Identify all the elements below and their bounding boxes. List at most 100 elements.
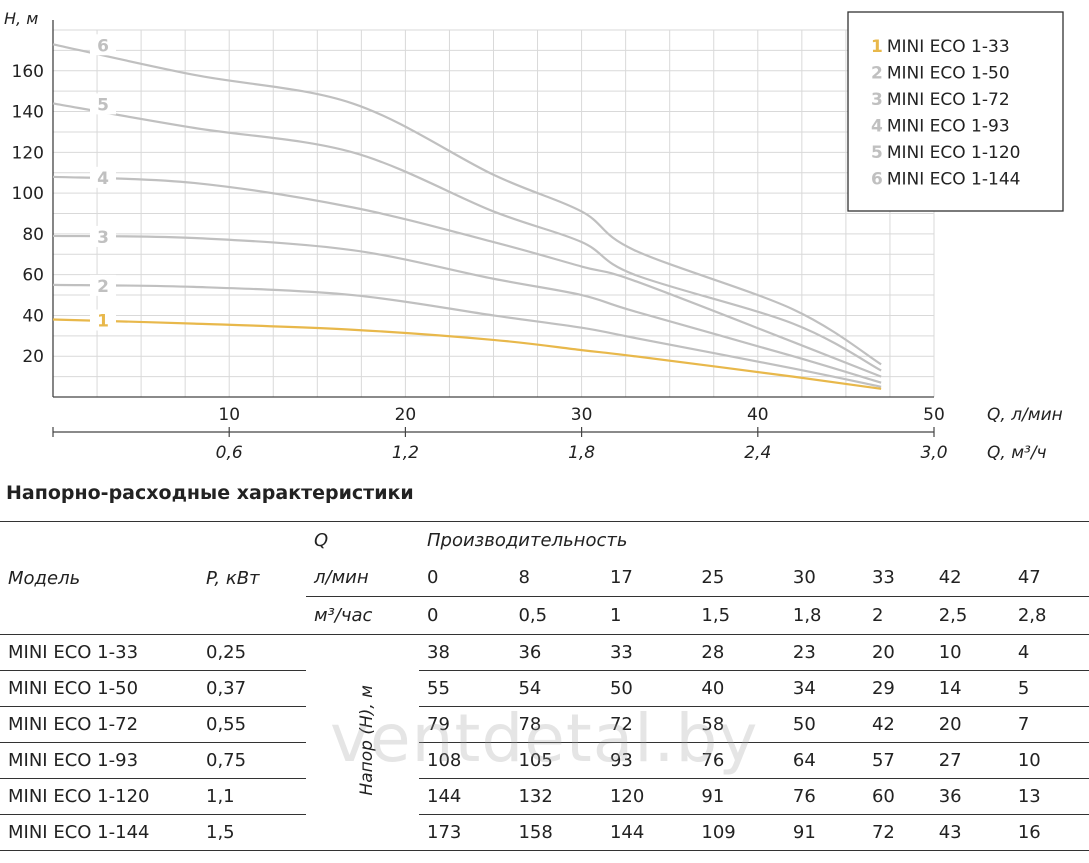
legend-number: 3 bbox=[871, 90, 883, 110]
head-cell: 108 bbox=[419, 742, 511, 779]
head-cell: 64 bbox=[784, 742, 864, 779]
col-power-header: P, кВт bbox=[198, 521, 306, 635]
x-axis-label-m3h: Q, м³/ч bbox=[987, 443, 1047, 463]
series-line-2 bbox=[52, 283, 882, 388]
series-number-bg bbox=[90, 166, 116, 188]
legend-box bbox=[847, 11, 1064, 212]
head-cell: 20 bbox=[863, 634, 931, 671]
head-cell: 144 bbox=[601, 814, 694, 851]
y-tick-label: 60 bbox=[22, 266, 44, 286]
flow-lmin-cell: 47 bbox=[1017, 567, 1041, 588]
y-tick-label: 40 bbox=[22, 306, 44, 326]
head-cell: 10 bbox=[930, 634, 1010, 671]
model-cell: MINI ECO 1-50 bbox=[0, 670, 198, 707]
x-tick-label-m3h: 0,6 bbox=[216, 443, 243, 463]
legend-entry-6: 6 MINI ECO 1-144 bbox=[871, 170, 1020, 190]
x-tick-label-lmin: 20 bbox=[395, 405, 417, 425]
power-cell: 0,37 bbox=[198, 670, 306, 707]
y-axis-label: H, м bbox=[4, 9, 38, 28]
flow-m3h-cell: 0,5 bbox=[510, 596, 602, 635]
head-cell: 105 bbox=[510, 742, 602, 779]
head-cell: 27 bbox=[930, 742, 1010, 779]
x-tick-label-lmin: 30 bbox=[571, 405, 593, 425]
series-line-3 bbox=[52, 234, 882, 384]
flow-m3h-cell: 2,5 bbox=[930, 596, 1010, 635]
model-cell: MINI ECO 1-33 bbox=[0, 634, 198, 671]
head-cell: 14 bbox=[930, 670, 1010, 707]
head-cell: 43 bbox=[930, 814, 1010, 851]
model-cell: MINI ECO 1-72 bbox=[0, 706, 198, 743]
head-cell: 29 bbox=[863, 670, 931, 707]
x-tick-label-m3h: 2,4 bbox=[744, 443, 771, 463]
flow-m3h-cell: 0 bbox=[419, 596, 511, 635]
flow-m3h-cell: 1,8 bbox=[784, 596, 864, 635]
legend-label: MINI ECO 1-120 bbox=[887, 143, 1021, 163]
series-line-1 bbox=[52, 318, 882, 390]
head-cell: 144 bbox=[419, 778, 511, 815]
head-cell: 50 bbox=[601, 670, 694, 707]
legend-number: 2 bbox=[871, 64, 883, 84]
series-number-bg bbox=[90, 274, 116, 296]
head-cell: 10 bbox=[1009, 742, 1089, 779]
legend-number: 5 bbox=[871, 143, 883, 163]
legend-entry-3: 3 MINI ECO 1-72 bbox=[871, 90, 1010, 110]
head-cell: 120 bbox=[601, 778, 694, 815]
head-cell: 4 bbox=[1009, 634, 1089, 671]
table-row: MINI ECO 1-93 0,75 108 105 93 76 64 57 27 10 bbox=[0, 742, 1089, 779]
legend-entry-4: 4 MINI ECO 1-93 bbox=[871, 117, 1010, 137]
legend-entry-5: 5 MINI ECO 1-120 bbox=[871, 143, 1020, 163]
head-cell: 79 bbox=[419, 706, 511, 743]
head-axis-label: Напор (Н), м bbox=[356, 684, 377, 796]
head-cell: 33 bbox=[601, 634, 694, 671]
legend-number: 4 bbox=[871, 117, 883, 137]
head-cell: 72 bbox=[863, 814, 931, 851]
y-tick-label: 20 bbox=[22, 347, 44, 367]
head-cell: 34 bbox=[784, 670, 864, 707]
series-line-6 bbox=[52, 43, 882, 366]
y-tick-label: 80 bbox=[22, 225, 44, 245]
col-model-header: Модель bbox=[0, 521, 198, 635]
legend-label: MINI ECO 1-33 bbox=[887, 37, 1010, 57]
head-cell: 91 bbox=[784, 814, 864, 851]
head-cell: 76 bbox=[784, 778, 864, 815]
x-tick-label-lmin: 50 bbox=[923, 405, 945, 425]
legend-label: MINI ECO 1-93 bbox=[887, 117, 1010, 137]
head-cell: 40 bbox=[693, 670, 785, 707]
head-cell: 91 bbox=[693, 778, 785, 815]
head-cell: 109 bbox=[693, 814, 785, 851]
head-cell: 38 bbox=[419, 634, 511, 671]
legend-number: 1 bbox=[871, 37, 883, 57]
head-cell: 55 bbox=[419, 670, 511, 707]
flow-m3h-cell: 1,5 bbox=[693, 596, 785, 635]
x-tick-label-lmin: 10 bbox=[218, 405, 240, 425]
legend-number: 6 bbox=[871, 170, 883, 190]
series-number-1: 1 bbox=[97, 312, 109, 332]
flow-lmin-cell: 42 bbox=[938, 567, 962, 588]
series-number-2: 2 bbox=[97, 277, 109, 297]
flow-m3h-cell: 2,8 bbox=[1009, 596, 1089, 635]
model-cell: MINI ECO 1-93 bbox=[0, 742, 198, 779]
head-cell: 93 bbox=[601, 742, 694, 779]
head-cell: 54 bbox=[510, 670, 602, 707]
head-cell: 60 bbox=[863, 778, 931, 815]
series-line-5 bbox=[52, 102, 882, 372]
flow-lmin-cell: 33 bbox=[871, 567, 895, 588]
power-cell: 1,1 bbox=[198, 778, 306, 815]
x-tick-label-m3h: 1,8 bbox=[568, 443, 595, 463]
table-row: MINI ECO 1-33 0,25 Напор (Н), м 38 36 33 28 23 2… bbox=[0, 634, 1089, 851]
flow-lmin-cell: 17 bbox=[609, 567, 633, 588]
model-cell: MINI ECO 1-144 bbox=[0, 814, 198, 851]
unit-lmin-label: л/мин bbox=[314, 567, 369, 588]
x-tick-label-lmin: 40 bbox=[747, 405, 769, 425]
head-cell: 20 bbox=[930, 706, 1010, 743]
table-row: MINI ECO 1-120 1,1 144 132 120 91 76 60 36 13 bbox=[0, 778, 1089, 815]
head-cell: 7 bbox=[1009, 706, 1089, 743]
model-cell: MINI ECO 1-120 bbox=[0, 778, 198, 815]
head-cell: 28 bbox=[693, 634, 785, 671]
flow-m3h-cell: 2 bbox=[863, 596, 931, 635]
y-tick-label: 120 bbox=[12, 143, 44, 163]
head-cell: 23 bbox=[784, 634, 864, 671]
head-cell: 5 bbox=[1009, 670, 1089, 707]
section-title: Напорно-расходные характеристики bbox=[6, 482, 414, 504]
series-number-bg bbox=[90, 309, 116, 331]
